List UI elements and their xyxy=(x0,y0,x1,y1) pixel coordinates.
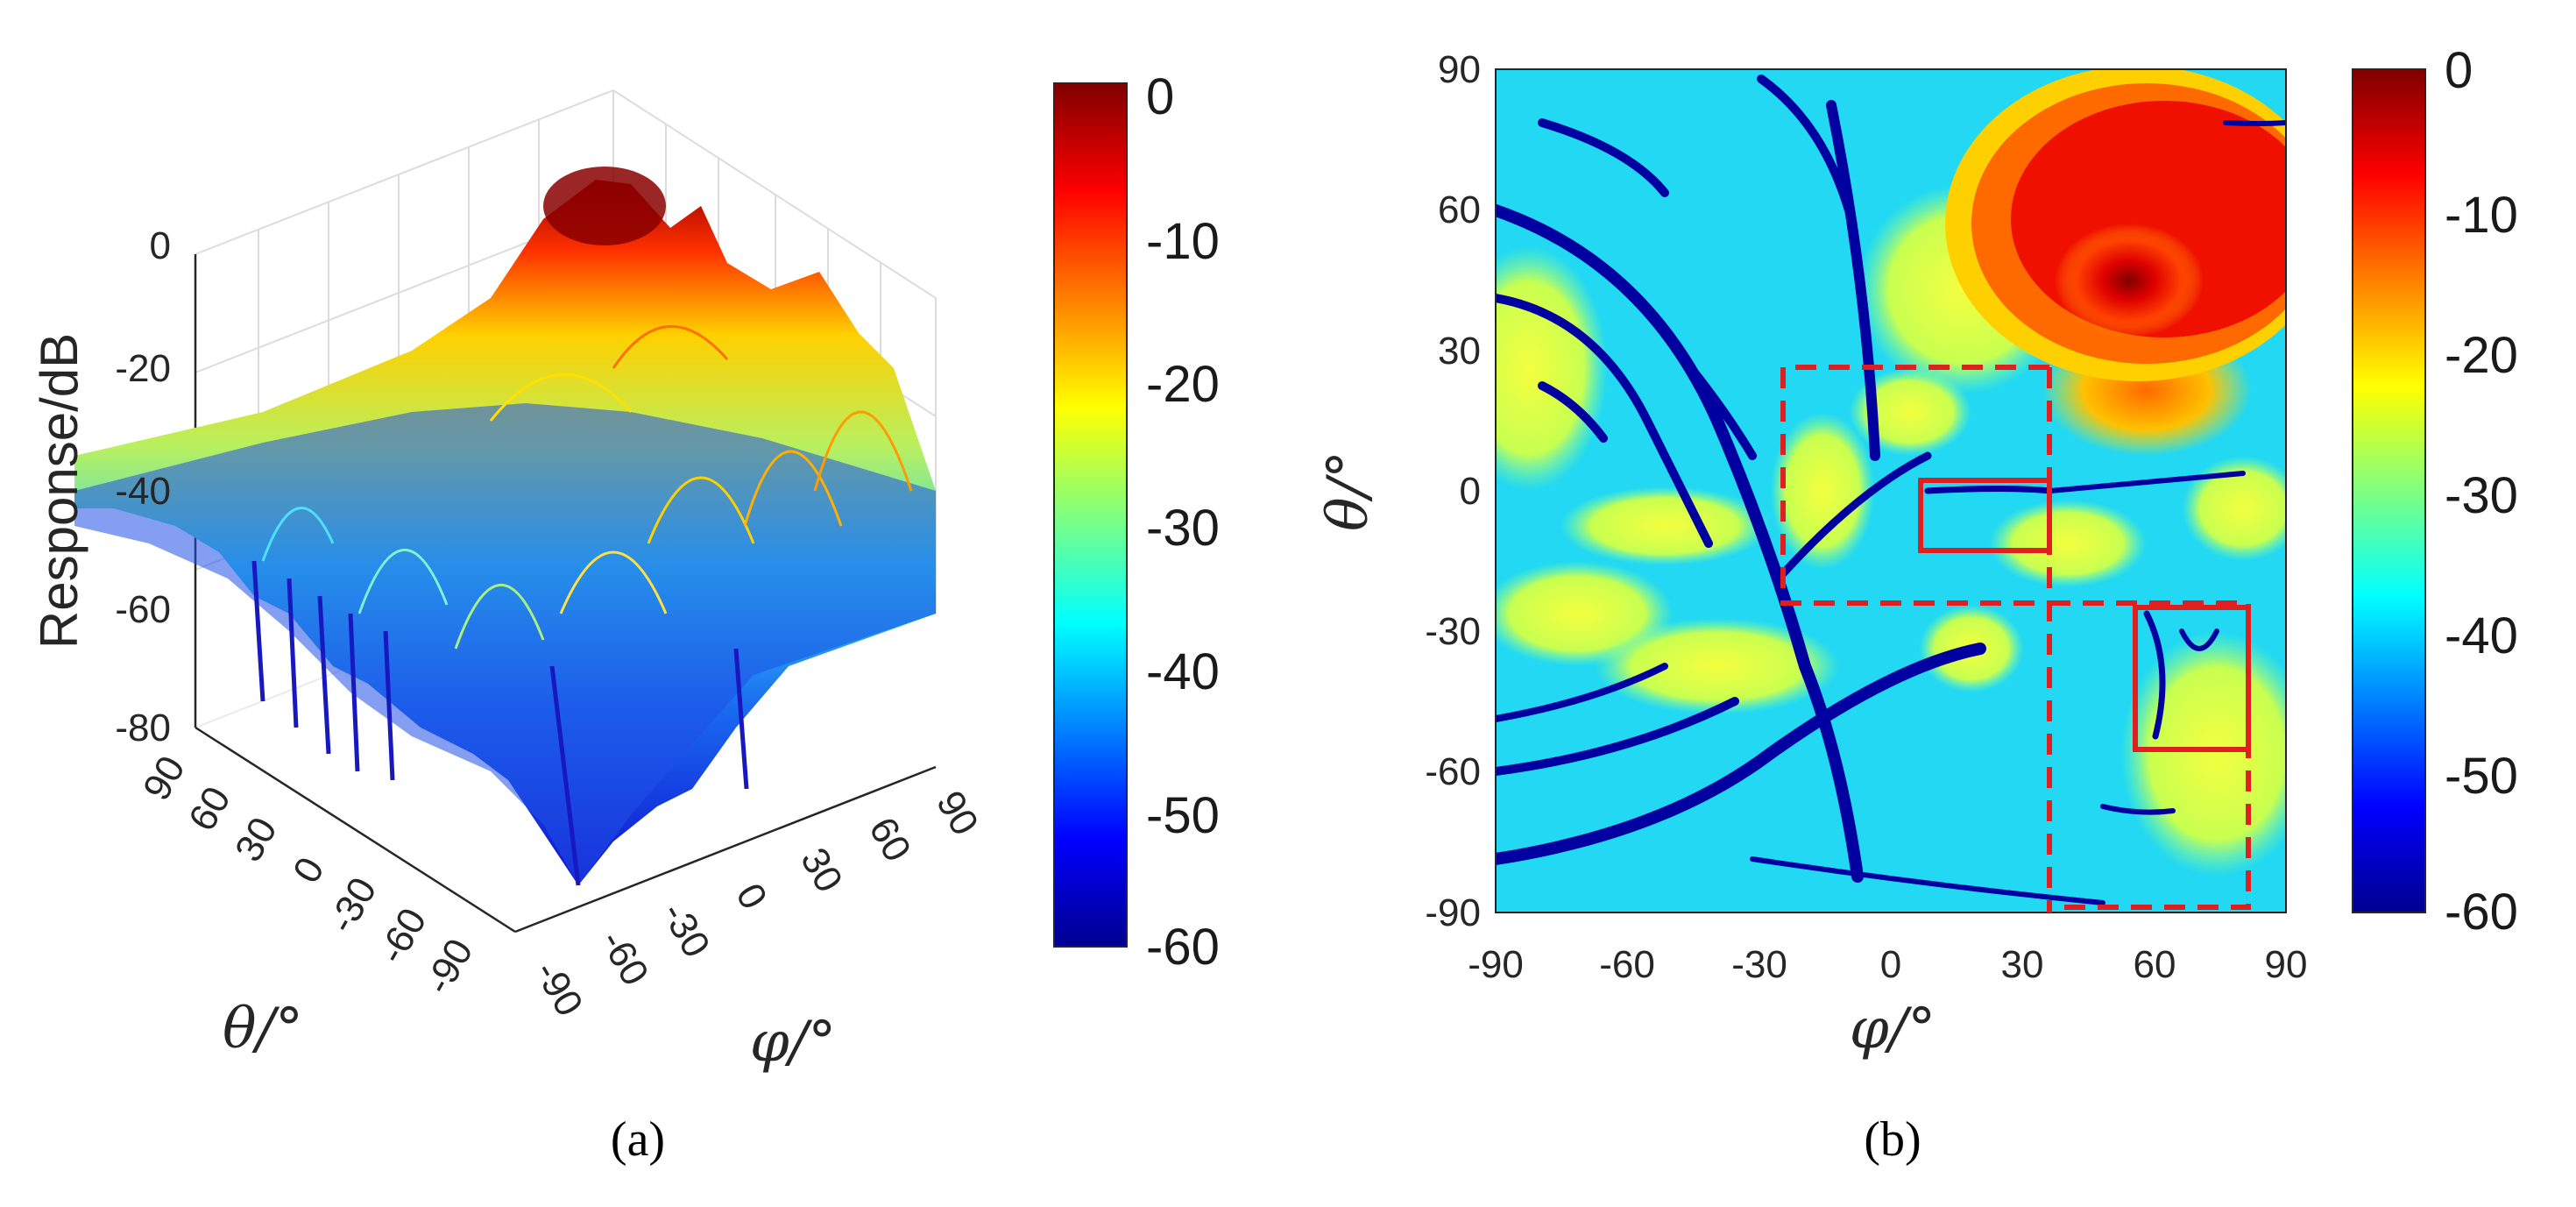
heatmap-x-label: φ/° xyxy=(1850,997,1936,1061)
z-tick-2: -40 xyxy=(115,470,171,513)
theta-tick-6: -90 xyxy=(416,932,481,1002)
colorbar-b-tick-0: 0 xyxy=(2445,42,2473,99)
colorbar-a-tick-1: -10 xyxy=(1146,213,1220,270)
colorbar-b-ticks: 0 -10 -20 -30 -40 -50 -60 xyxy=(2445,42,2518,941)
colorbar-b-tick-6: -60 xyxy=(2445,884,2518,941)
colorbar-a-tick-3: -30 xyxy=(1146,500,1220,557)
z-axis-label: Response/dB xyxy=(30,333,88,649)
x-tick-0: -90 xyxy=(1468,943,1524,986)
heatmap-x-ticks: -90 -60 -30 0 30 60 90 xyxy=(1468,943,2307,986)
heatmap-y-label: θ/° xyxy=(1316,451,1381,531)
x-tick-5: 60 xyxy=(2134,943,2176,986)
colorbar-a-ticks: 0 -10 -20 -30 -40 -50 -60 xyxy=(1146,68,1220,976)
dashed-box-lower-right xyxy=(2049,600,2251,910)
panel-b: 90 60 30 0 -30 -60 -90 θ/° -90 -60 -30 0… xyxy=(1316,42,2518,1167)
panel-a: 0 -20 -40 -60 -80 Response/dB 90 60 30 0… xyxy=(30,68,1220,1167)
response-surface xyxy=(74,167,936,886)
heatmap-frame xyxy=(1495,68,2287,913)
panel-label-a: (a) xyxy=(611,1112,665,1167)
theta-tick-5: -60 xyxy=(370,901,435,971)
theta-tick-2: 30 xyxy=(227,810,286,869)
heatmap-nulls xyxy=(1496,75,2286,905)
colorbar-b-tick-1: -10 xyxy=(2445,187,2518,244)
y-tick-1: 60 xyxy=(1438,188,1481,231)
colorbar-b-tick-5: -50 xyxy=(2445,748,2518,805)
z-tick-0: 0 xyxy=(150,224,171,267)
colorbar-a-tick-6: -60 xyxy=(1146,919,1220,976)
colorbar-a-tick-2: -20 xyxy=(1146,356,1220,413)
heatmap-image xyxy=(1496,69,2286,912)
x-tick-1: -60 xyxy=(1599,943,1655,986)
dashed-box-center xyxy=(1780,365,2049,606)
y-tick-6: -90 xyxy=(1425,891,1481,934)
colorbar-b-tick-4: -40 xyxy=(2445,607,2518,664)
x-tick-4: 30 xyxy=(2001,943,2044,986)
colorbar-b-tick-3: -30 xyxy=(2445,467,2518,524)
colorbar-b xyxy=(2352,68,2426,913)
solid-box-right xyxy=(2133,605,2251,752)
heatmap-y-ticks: 90 60 30 0 -30 -60 -90 xyxy=(1425,48,1481,934)
phi-axis-label: φ/° xyxy=(750,1010,836,1075)
theta-axis-label: θ/° xyxy=(223,997,303,1061)
solid-box-small xyxy=(1918,478,2052,553)
y-tick-4: -30 xyxy=(1425,610,1481,653)
colorbar-a-tick-4: -40 xyxy=(1146,643,1220,700)
y-tick-0: 90 xyxy=(1438,48,1481,91)
colorbar-a xyxy=(1053,82,1128,948)
x-tick-3: 0 xyxy=(1880,943,1901,986)
y-tick-2: 30 xyxy=(1438,330,1481,373)
colorbar-a-tick-5: -50 xyxy=(1146,787,1220,844)
x-tick-2: -30 xyxy=(1731,943,1787,986)
z-tick-4: -80 xyxy=(115,706,171,749)
y-tick-3: 0 xyxy=(1460,470,1481,513)
z-axis-ticks: 0 -20 -40 -60 -80 xyxy=(115,224,171,749)
z-tick-3: -60 xyxy=(115,588,171,631)
phi-tick-1: -60 xyxy=(591,923,656,993)
surface-nulls xyxy=(251,560,749,886)
phi-tick-3: 0 xyxy=(727,877,775,917)
theta-tick-4: -30 xyxy=(320,870,385,941)
z-tick-1: -20 xyxy=(115,347,171,390)
y-tick-5: -60 xyxy=(1425,750,1481,793)
colorbar-a-tick-0: 0 xyxy=(1146,68,1174,125)
phi-tick-4: 30 xyxy=(792,841,851,899)
phi-tick-5: 60 xyxy=(860,810,919,869)
theta-axis-ticks: 90 60 30 0 -30 -60 -90 xyxy=(135,749,482,1001)
colorbar-b-tick-2: -20 xyxy=(2445,327,2518,384)
theta-tick-1: 60 xyxy=(180,779,239,838)
theta-tick-0: 90 xyxy=(135,749,194,807)
surface-ridges xyxy=(261,325,913,650)
phi-tick-6: 90 xyxy=(928,784,987,842)
theta-tick-3: 0 xyxy=(285,850,333,891)
phi-tick-2: -30 xyxy=(653,895,718,965)
panel-label-b: (b) xyxy=(1864,1112,1921,1167)
phi-tick-0: -90 xyxy=(526,954,591,1024)
annotation-boxes xyxy=(1780,365,2251,912)
x-tick-6: 90 xyxy=(2265,943,2308,986)
